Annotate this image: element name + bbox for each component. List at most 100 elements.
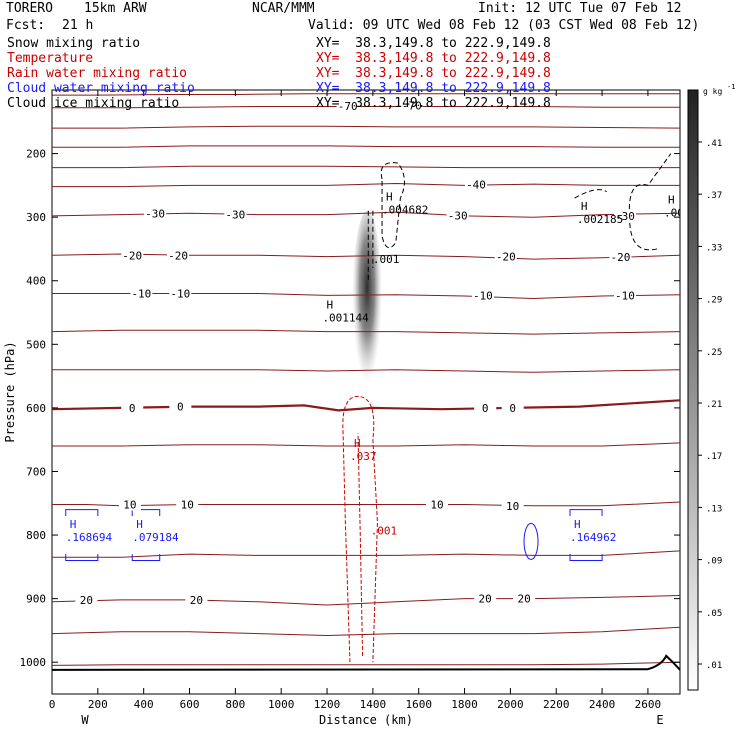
max-value: .001144 (322, 312, 369, 325)
ground-surface-line (52, 654, 680, 671)
field-name-cloud-water: Cloud water mixing ratio (7, 81, 195, 96)
temperature-label-bg (494, 250, 517, 263)
colorbar-tick-label: .25 (706, 348, 722, 358)
temperature-label: -10 (473, 289, 493, 302)
y-tick-label: 800 (26, 529, 46, 542)
temperature-label: -30 (145, 207, 165, 220)
init-time: Init: 12 UTC Tue 07 Feb 12 (478, 1, 682, 16)
temperature-label: -20 (496, 251, 516, 264)
plot-frame (51, 89, 681, 695)
temperature-contour (52, 182, 680, 188)
x-tick-label: 1800 (451, 698, 478, 711)
temperature-label-bg (185, 593, 208, 606)
temperature-label: 20 (518, 593, 531, 606)
colorbar-tick-label: .09 (706, 557, 722, 567)
colorbar-tick-label: .29 (706, 296, 722, 306)
x-end-label-east: E (656, 713, 663, 727)
temperature-label: 0 (129, 402, 136, 415)
temperature-label-bg (121, 401, 144, 414)
temperature-label-bg (118, 498, 141, 511)
colorbar-tick-label: .41 (706, 139, 722, 149)
y-tick-label: 1000 (20, 656, 47, 669)
x-tick-label: 1600 (405, 698, 432, 711)
x-tick-label: 600 (180, 698, 200, 711)
center-name: NCAR/MMM (252, 1, 315, 16)
temperature-label-bg (426, 498, 449, 511)
temperature-label-bg (471, 289, 494, 302)
temperature-label-bg (513, 592, 536, 605)
max-marker: H (354, 437, 361, 450)
temperature-label-bg (121, 249, 144, 262)
rain-mixing-ratio-contour-inner (357, 433, 364, 656)
colorbar-tick-label: .13 (706, 504, 722, 514)
temperature-contour (52, 595, 680, 606)
temperature-contour (52, 369, 680, 373)
temperature-label: -10 (615, 289, 635, 302)
field-xy-temperature: XY= 38.3,149.8 to 222.9,149.8 (316, 51, 551, 66)
temperature-contour (52, 550, 680, 558)
x-tick-label: 1000 (268, 698, 295, 711)
valid-time: Valid: 09 UTC Wed 08 Feb 12 (03 CST Wed … (308, 18, 700, 33)
temperature-label-bg (400, 99, 423, 112)
temperature-contour (52, 293, 680, 300)
field-xy-snow: XY= 38.3,149.8 to 222.9,149.8 (316, 36, 551, 51)
temperature-label: -40 (466, 179, 486, 192)
temperature-label: -70 (338, 100, 358, 113)
max-value: .004682 (382, 203, 428, 216)
y-tick-label: 500 (26, 338, 46, 351)
temperature-label: -10 (131, 287, 151, 300)
temperature-contour (52, 329, 680, 335)
x-tick-label: 2000 (497, 698, 524, 711)
temperature-label: 10 (430, 499, 443, 512)
temperature-contour (52, 442, 680, 447)
max-value: .079184 (132, 531, 179, 544)
temperature-label-bg (336, 99, 359, 112)
field-xy-rain: XY= 38.3,149.8 to 222.9,149.8 (316, 66, 551, 81)
cloud-water-contour (569, 509, 603, 561)
max-marker: H (70, 518, 77, 531)
temperature-label-bg (609, 251, 632, 264)
temperature-label-bg (474, 592, 497, 605)
temperature-label-bg (224, 208, 247, 221)
x-tick-label: 800 (225, 698, 245, 711)
x-tick-label: 400 (134, 698, 154, 711)
temperature-label: 10 (181, 499, 194, 512)
cloud-water-contour (131, 509, 161, 561)
max-value: .164962 (570, 531, 616, 544)
temperature-label-bg (167, 249, 190, 262)
temperature-label-bg (501, 499, 524, 512)
temperature-label-bg (501, 401, 524, 414)
colorbar-scale (687, 89, 699, 691)
cloud-water-contour (65, 509, 99, 561)
temperature-label: 20 (80, 594, 93, 607)
temperature-label: 10 (506, 500, 519, 513)
model-name: TORERO (6, 1, 53, 16)
x-axis-label: Distance (km) (319, 713, 413, 727)
field-name-cloud-ice: Cloud ice mixing ratio (7, 96, 180, 111)
max-value: .001 (371, 525, 398, 538)
x-tick-label: 200 (88, 698, 108, 711)
y-tick-label: 300 (26, 211, 46, 224)
cloud-ice-contour-small (574, 189, 607, 199)
field-xy-cloud-water: XY= 38.3,149.8 to 222.9,149.8 (316, 81, 551, 96)
colorbar-unit: g kg (703, 87, 722, 96)
colorbar-tick-label: .33 (706, 243, 722, 253)
temperature-label: -20 (122, 249, 142, 262)
x-tick-label: 1400 (360, 698, 387, 711)
temperature-contour (52, 93, 680, 96)
temperature-contour (52, 106, 680, 109)
y-tick-label: 900 (26, 593, 46, 606)
colorbar-tick-label: .21 (706, 400, 722, 410)
field-name-snow: Snow mixing ratio (7, 36, 141, 51)
temperature-label-bg (130, 287, 153, 300)
cloud-ice-contour-east (628, 153, 672, 251)
colorbar-unit-exponent: -1 (727, 83, 735, 91)
max-value: .168694 (66, 531, 113, 544)
y-axis-label: Pressure (hPa) (3, 341, 17, 442)
colorbar-tick-label: .01 (706, 661, 722, 671)
y-tick-label: 600 (26, 402, 46, 415)
temperature-label: 0 (177, 401, 184, 414)
model-resolution: 15km ARW (84, 1, 147, 16)
max-marker: H (326, 299, 333, 312)
